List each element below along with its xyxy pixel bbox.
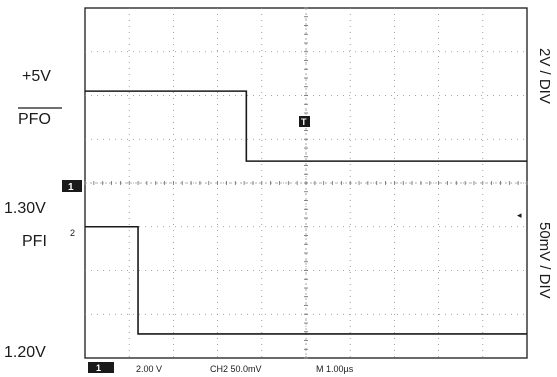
graticule (84, 7, 528, 359)
ch1-marker-box (62, 180, 82, 192)
label-1-20v: 1.20V (4, 344, 46, 361)
status-timebase: M 1.00µs (316, 364, 354, 374)
scale-top-label: 2V / DIV (536, 48, 553, 104)
waveforms (85, 90, 527, 335)
label-5v: +5V (22, 68, 51, 85)
trace-pfi (85, 225, 527, 335)
label-1-30v: 1.30V (4, 200, 46, 217)
status-ch-box (88, 362, 114, 373)
status-ch1-scale: 2.00 V (136, 364, 162, 374)
scale-bottom-label: 50mV / DIV (536, 222, 553, 299)
label-pfo: PFO (18, 111, 51, 128)
label-pfi: PFI (22, 233, 47, 250)
trigger-level-arrow: ◂ (517, 210, 522, 220)
trigger-marker-box (299, 116, 310, 127)
trace-pfo (85, 90, 527, 162)
ch1-marker: 1 (68, 182, 74, 193)
status-ch2-scale: CH2 50.0mV (210, 364, 262, 374)
trigger-marker: T (301, 117, 307, 127)
status-ch: 1 (96, 363, 101, 373)
ch2-marker: 2 (70, 228, 75, 238)
